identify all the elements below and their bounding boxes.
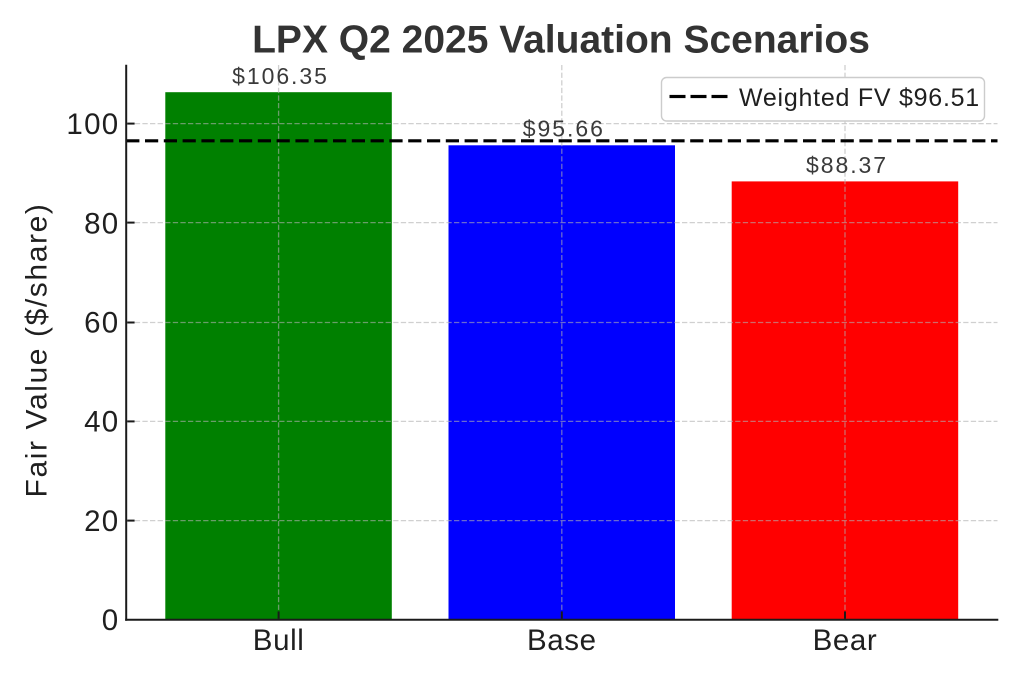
svg-text:$106.35: $106.35	[232, 63, 329, 89]
svg-text:LPX Q2 2025 Valuation Scenario: LPX Q2 2025 Valuation Scenarios	[252, 19, 870, 62]
svg-text:Bull: Bull	[253, 624, 305, 657]
svg-text:Weighted FV $96.51: Weighted FV $96.51	[739, 84, 980, 112]
svg-text:80: 80	[84, 207, 119, 240]
svg-text:40: 40	[84, 406, 119, 439]
svg-text:$88.37: $88.37	[806, 152, 888, 178]
svg-text:0: 0	[102, 604, 120, 637]
svg-text:Fair Value ($/share): Fair Value ($/share)	[20, 203, 53, 498]
svg-text:Base: Base	[527, 624, 597, 657]
svg-text:Bear: Bear	[813, 624, 878, 657]
svg-text:20: 20	[84, 505, 119, 538]
svg-text:60: 60	[84, 307, 119, 340]
svg-text:100: 100	[66, 108, 119, 141]
svg-text:$95.66: $95.66	[523, 116, 605, 142]
